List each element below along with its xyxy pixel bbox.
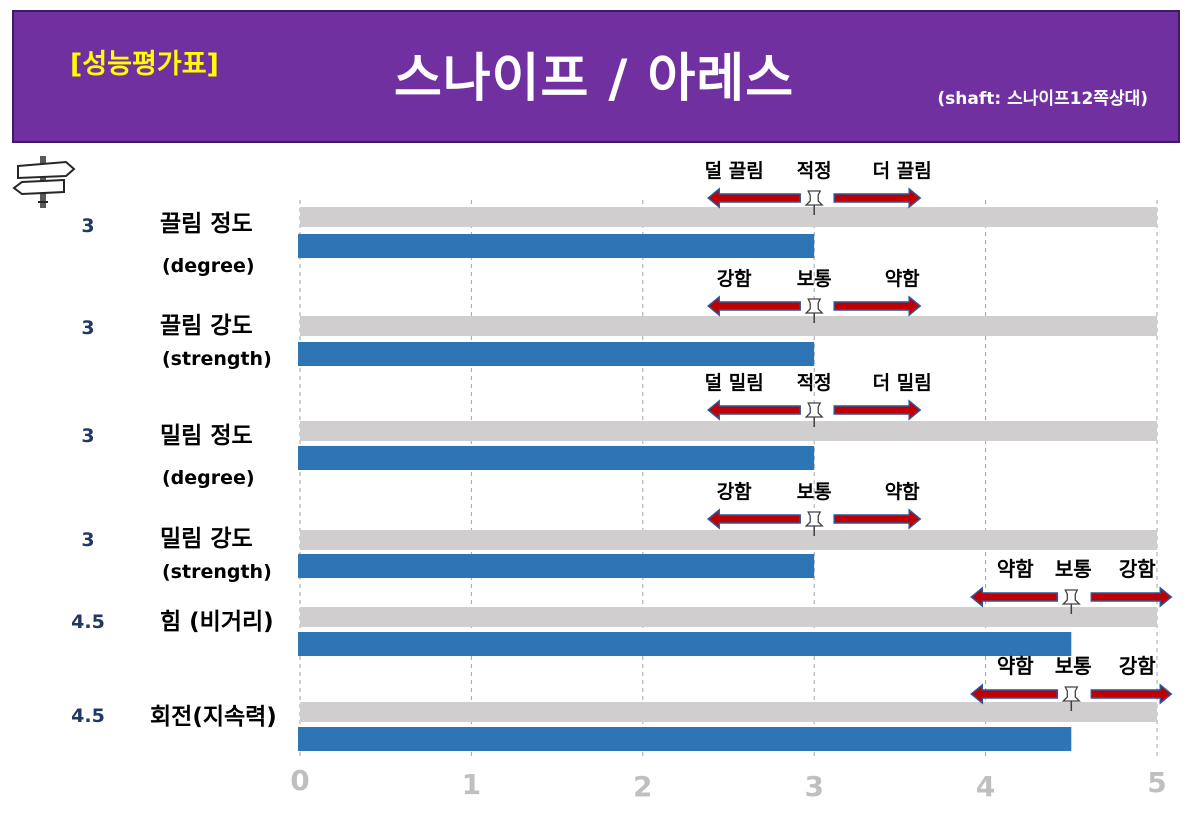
arrow-left bbox=[970, 683, 1059, 705]
arrow-right bbox=[1090, 683, 1173, 705]
pushpin-icon bbox=[804, 298, 824, 323]
header-banner: [성능평가표] 스나이프 / 아레스 (shaft: 스나이프12쪽상대) bbox=[12, 10, 1180, 143]
x-tick-label: 3 bbox=[804, 770, 823, 803]
row-score: 3 bbox=[81, 529, 94, 551]
row-score: 4.5 bbox=[71, 611, 105, 633]
arrow-left bbox=[707, 508, 801, 530]
x-tick-label: 2 bbox=[633, 770, 652, 803]
arrow-left bbox=[707, 295, 801, 317]
value-bar bbox=[298, 234, 815, 258]
scale-left-label: 약함 bbox=[997, 557, 1034, 581]
row-score: 3 bbox=[81, 215, 94, 237]
value-bar bbox=[298, 632, 1072, 656]
pushpin-icon bbox=[804, 402, 824, 427]
value-bar bbox=[298, 554, 815, 578]
arrow-right bbox=[833, 187, 922, 209]
row-sublabel: (degree) bbox=[162, 467, 255, 489]
row-label: 힘 (비거리) bbox=[160, 609, 274, 635]
arrow-right bbox=[833, 508, 922, 530]
scale-right-label: 강함 bbox=[1119, 557, 1156, 581]
row-score: 3 bbox=[81, 317, 94, 339]
scale-right-label: 더 밀림 bbox=[873, 372, 932, 394]
scale-center-label: 적정 bbox=[797, 160, 832, 182]
row-label: 끌림 정도 bbox=[160, 211, 253, 237]
arrow-left bbox=[707, 399, 801, 421]
arrow-left bbox=[970, 586, 1059, 608]
scale-right-label: 강함 bbox=[1119, 654, 1156, 678]
scale-left-label: 덜 끌림 bbox=[705, 160, 764, 182]
arrow-left bbox=[707, 187, 801, 209]
pushpin-icon bbox=[804, 511, 824, 536]
arrow-right bbox=[1090, 586, 1173, 608]
scale-left-label: 덜 밀림 bbox=[705, 372, 764, 394]
scale-right-label: 약함 bbox=[885, 268, 920, 290]
scale-center-label: 보통 bbox=[797, 481, 832, 503]
scale-left-label: 강함 bbox=[717, 268, 752, 290]
value-bar bbox=[298, 446, 815, 470]
row-label: 회전(지속력) bbox=[150, 704, 277, 730]
page-subtitle: (shaft: 스나이프12쪽상대) bbox=[937, 89, 1148, 109]
x-tick-label: 5 bbox=[1147, 766, 1166, 799]
arrow-right bbox=[833, 295, 922, 317]
scale-center-label: 보통 bbox=[1055, 654, 1092, 678]
row-label: 밀림 정도 bbox=[160, 423, 253, 449]
scale-left-label: 강함 bbox=[717, 481, 752, 503]
x-tick-label: 4 bbox=[976, 770, 995, 803]
x-tick-label: 1 bbox=[462, 768, 481, 801]
value-bar bbox=[298, 727, 1072, 751]
row-label: 끌림 강도 bbox=[160, 313, 253, 339]
scale-center-label: 보통 bbox=[1055, 557, 1092, 581]
scale-track bbox=[300, 702, 1157, 722]
arrow-right bbox=[833, 399, 922, 421]
pushpin-icon bbox=[1061, 589, 1081, 614]
row-label: 밀림 강도 bbox=[160, 526, 253, 552]
row-sublabel: (strength) bbox=[162, 561, 272, 583]
value-bar bbox=[298, 342, 815, 366]
scale-left-label: 약함 bbox=[997, 654, 1034, 678]
page-title: 스나이프 / 아레스 bbox=[393, 49, 795, 109]
row-sublabel: (strength) bbox=[162, 348, 272, 370]
scale-track bbox=[300, 207, 1157, 227]
scale-center-label: 보통 bbox=[797, 268, 832, 290]
scale-track bbox=[300, 530, 1157, 550]
scale-track bbox=[300, 421, 1157, 441]
x-tick-label: 0 bbox=[290, 764, 309, 797]
badge-label: [성능평가표] bbox=[70, 49, 219, 80]
row-sublabel: (degree) bbox=[162, 255, 255, 277]
pushpin-icon bbox=[804, 190, 824, 215]
scale-center-label: 적정 bbox=[797, 372, 832, 394]
scale-track bbox=[300, 316, 1157, 336]
scale-right-label: 약함 bbox=[885, 481, 920, 503]
row-score: 4.5 bbox=[71, 705, 105, 727]
pushpin-icon bbox=[1061, 686, 1081, 711]
scale-right-label: 더 끌림 bbox=[873, 160, 932, 182]
scale-track bbox=[300, 607, 1157, 627]
row-score: 3 bbox=[81, 425, 94, 447]
signpost-icon bbox=[12, 156, 76, 208]
